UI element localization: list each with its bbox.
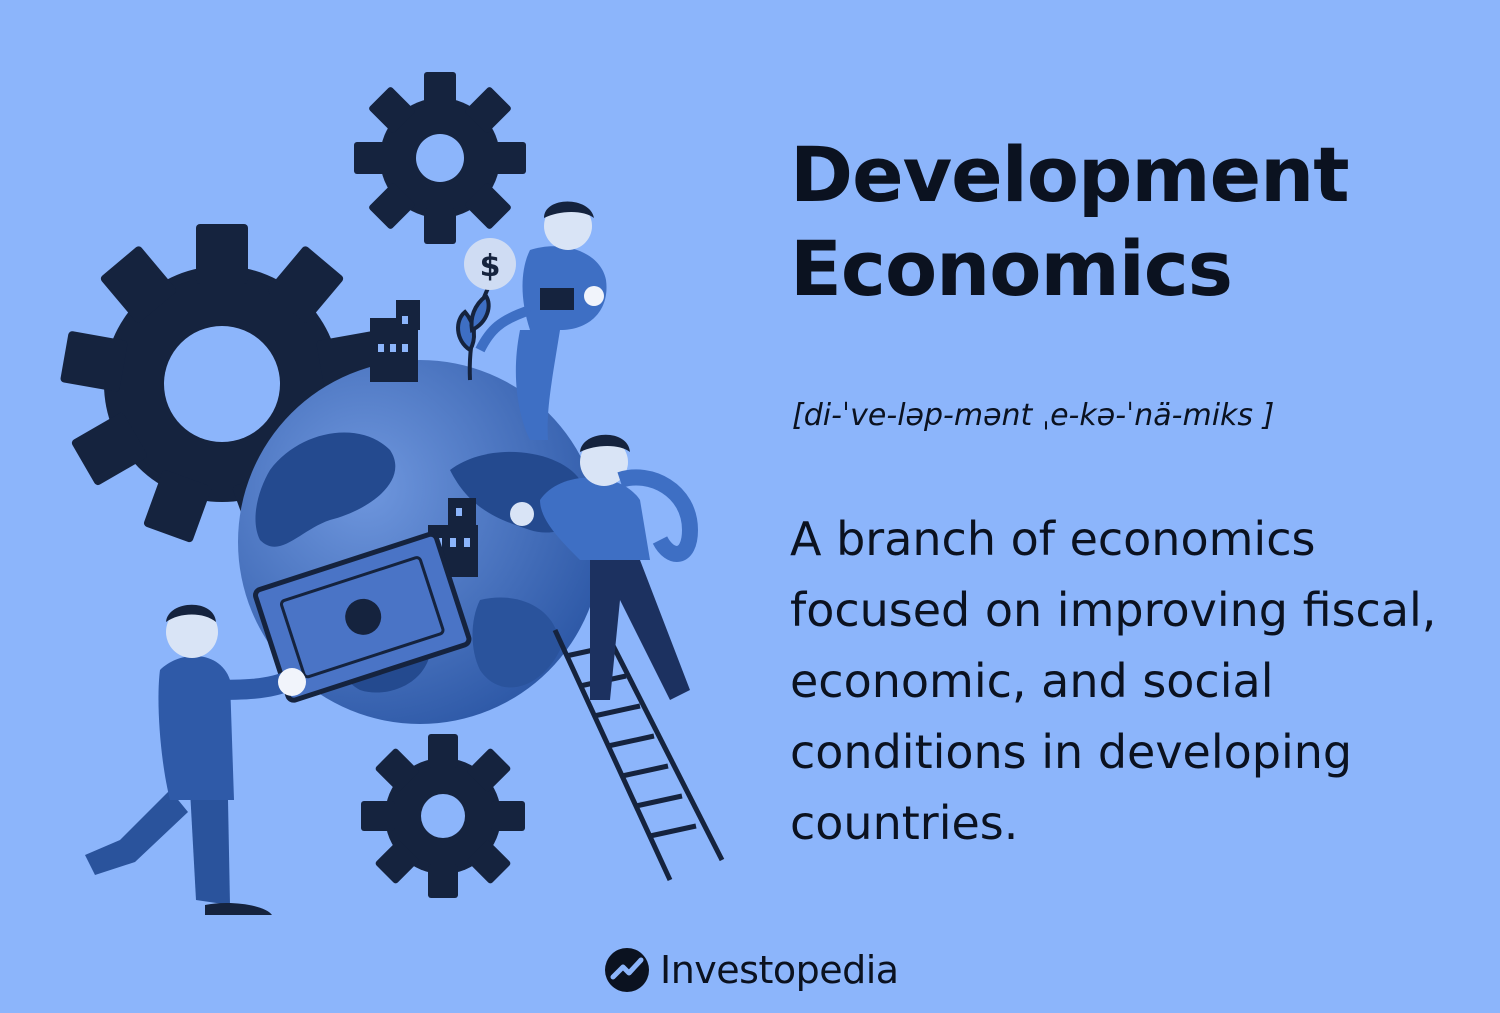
page-title: Development Economics	[790, 128, 1470, 316]
title-line-1: Development	[790, 130, 1350, 219]
banknote-icon	[253, 531, 472, 703]
development-illustration: $	[60, 72, 725, 915]
pronunciation: [di-ˈve-ləp-mənt ˌe-kə-ˈnä-miks ]	[792, 398, 1275, 433]
definition-text: A branch of economics focused on improvi…	[790, 512, 1437, 850]
large-gear-icon	[60, 224, 384, 543]
person-bottom-icon	[85, 604, 306, 915]
title-line-2: Economics	[790, 224, 1233, 313]
svg-text:$: $	[480, 249, 501, 284]
investopedia-logo-icon	[605, 948, 649, 992]
building-icon	[370, 300, 478, 577]
dollar-coin-icon: $	[464, 238, 516, 290]
brand-name: Investopedia	[660, 948, 899, 992]
person-top-icon	[475, 201, 607, 440]
person-ladder-icon	[510, 434, 699, 700]
ladder-icon	[552, 618, 725, 882]
bottom-gear-icon	[361, 734, 525, 898]
top-gear-icon	[354, 72, 526, 244]
brand-logo: Investopedia	[604, 944, 899, 996]
sprout-icon	[456, 287, 491, 381]
